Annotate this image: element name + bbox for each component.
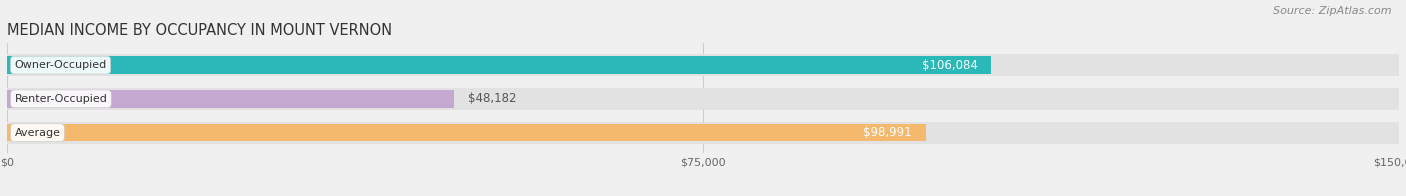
Text: Owner-Occupied: Owner-Occupied	[14, 60, 107, 70]
Text: Renter-Occupied: Renter-Occupied	[14, 94, 107, 104]
Bar	[7, 88, 1399, 110]
Text: $48,182: $48,182	[468, 92, 516, 105]
Text: MEDIAN INCOME BY OCCUPANCY IN MOUNT VERNON: MEDIAN INCOME BY OCCUPANCY IN MOUNT VERN…	[7, 23, 392, 38]
Bar	[7, 90, 454, 108]
Bar	[7, 56, 991, 74]
Text: Source: ZipAtlas.com: Source: ZipAtlas.com	[1274, 6, 1392, 16]
Text: $98,991: $98,991	[863, 126, 911, 139]
Bar	[7, 54, 1399, 76]
Text: $106,084: $106,084	[922, 59, 977, 72]
Bar	[7, 122, 1399, 144]
Bar	[7, 124, 925, 141]
Text: Average: Average	[14, 128, 60, 138]
